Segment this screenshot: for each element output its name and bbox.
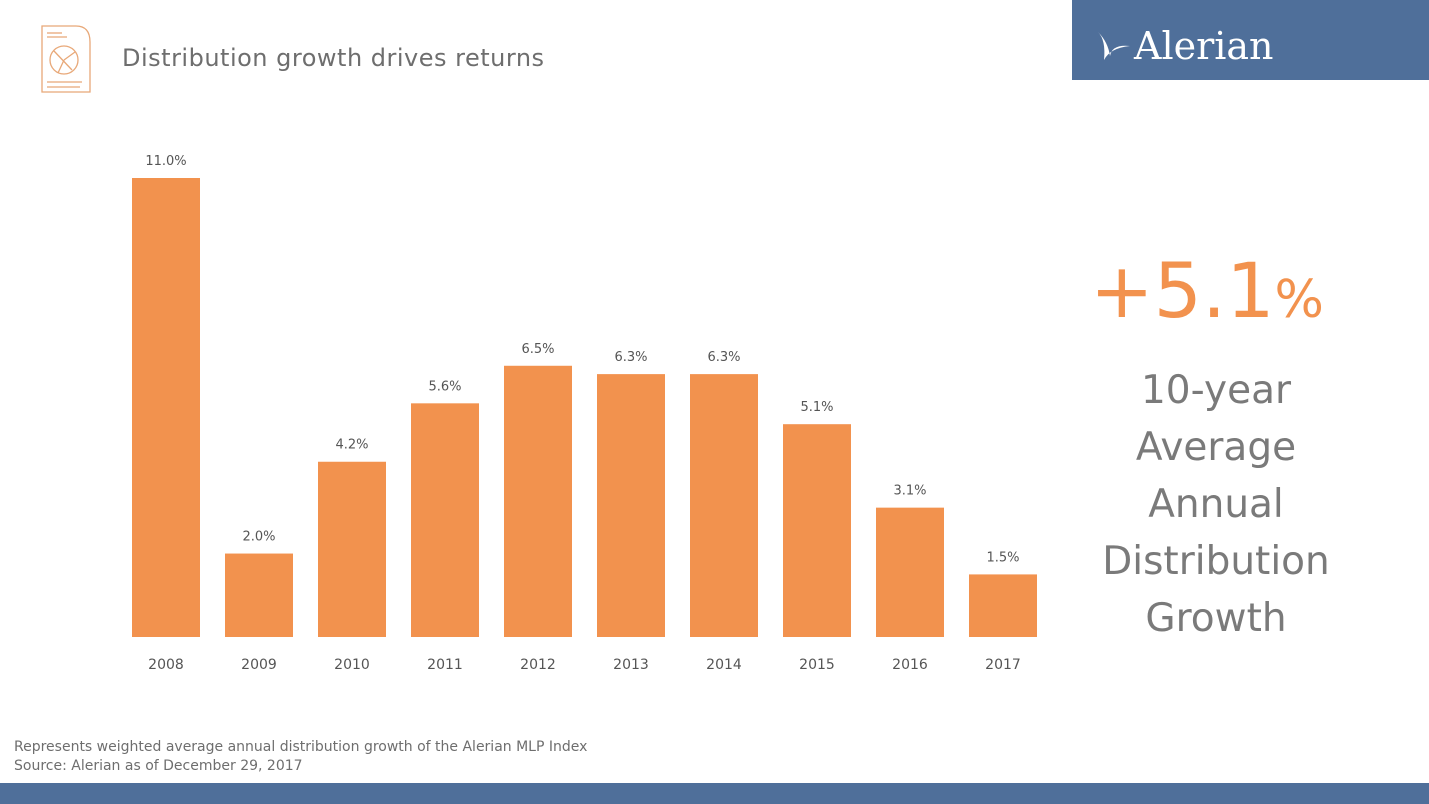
bar-2014	[690, 374, 758, 637]
x-tick-label: 2016	[892, 657, 928, 673]
logo: Alerian	[1134, 24, 1274, 68]
x-tick-label: 2014	[706, 657, 742, 673]
page-title: Distribution growth drives returns	[122, 44, 545, 72]
data-label: 5.6%	[428, 379, 461, 394]
bar-chart: 11.0% 2008 2.0% 2009 4.2% 2010 5.6% 2011 6.5% 201…	[132, 154, 1037, 673]
bar-2011	[411, 403, 479, 637]
x-tick-label: 2009	[241, 657, 277, 673]
data-label: 2.0%	[242, 530, 275, 545]
label-line: Growth	[1145, 596, 1287, 641]
bar-2013	[597, 374, 665, 637]
x-tick-label: 2017	[985, 657, 1021, 673]
label-line: Average	[1135, 425, 1297, 470]
data-label: 5.1%	[800, 400, 833, 415]
data-label: 4.2%	[335, 438, 368, 453]
data-label: 6.3%	[614, 350, 647, 365]
x-tick-label: 2012	[520, 657, 556, 673]
x-tick-label: 2008	[148, 657, 184, 673]
bar-2010	[318, 461, 386, 637]
document-pie-chart-icon	[40, 24, 92, 98]
data-label: 6.3%	[707, 350, 740, 365]
bar-2016	[876, 507, 944, 637]
x-tick-label: 2013	[613, 657, 649, 673]
data-label: 3.1%	[893, 484, 926, 499]
footnote-text: Represents weighted average annual distr…	[14, 739, 588, 755]
label-line: Annual	[1148, 482, 1284, 527]
x-tick-label: 2011	[427, 657, 463, 673]
value-number: +5.1	[1090, 246, 1275, 335]
bottom-bar	[0, 783, 1429, 804]
average-growth-label: 10-year Average Annual Distribution Grow…	[1080, 362, 1352, 647]
data-label: 6.5%	[521, 342, 554, 357]
bar-2008	[132, 178, 200, 637]
data-label: 1.5%	[986, 550, 1019, 565]
bar-2012	[504, 365, 572, 637]
source-text: Source: Alerian as of December 29, 2017	[14, 758, 303, 774]
footnote: Represents weighted average annual distr…	[14, 738, 587, 776]
label-line: Distribution	[1102, 539, 1330, 584]
x-tick-label: 2010	[334, 657, 370, 673]
x-tick-label: 2015	[799, 657, 835, 673]
data-label: 11.0%	[145, 154, 186, 169]
value-unit: %	[1274, 270, 1324, 330]
alerian-leaf-icon	[1096, 30, 1132, 68]
brand-header: Alerian	[1072, 0, 1429, 80]
bar-2017	[969, 574, 1037, 637]
bar-2009	[225, 553, 293, 637]
average-growth-value: +5.1%	[1090, 246, 1324, 335]
bar-2015	[783, 424, 851, 637]
label-line: 10-year	[1140, 368, 1292, 413]
